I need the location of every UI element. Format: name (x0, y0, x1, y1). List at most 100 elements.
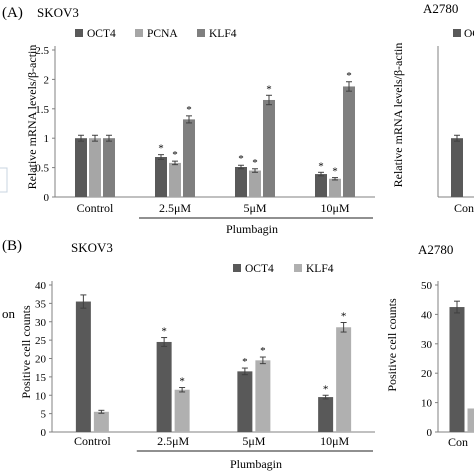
y-tick-label: 50 (421, 280, 433, 292)
y-axis-title: Positive cell counts (385, 298, 399, 392)
x-category-label: Control (77, 201, 114, 215)
x-category-label: Control (74, 434, 111, 448)
significance-star: * (323, 383, 329, 395)
y-tick-label: 0 (427, 427, 433, 439)
significance-star: * (242, 356, 248, 368)
x-category-label: 10μM (320, 201, 349, 215)
significance-star: * (260, 345, 266, 357)
x-category-label: 5μM (242, 434, 265, 448)
bar-oct4 (451, 138, 463, 197)
legend: OCT4 KLF4 (233, 263, 334, 275)
legend-swatch-pcna (135, 29, 143, 37)
significance-star: * (266, 83, 272, 95)
significance-star: * (172, 149, 178, 161)
bar-oct4 (237, 371, 253, 432)
legend-swatch-klf4 (294, 264, 302, 272)
panel-b-label: (B) (2, 238, 22, 254)
significance-star: * (341, 310, 347, 322)
y-axis-title: Relative mRNA levels/β-actin (391, 43, 405, 188)
legend-label-oct4: OCT4 (87, 28, 116, 40)
y-tick-label: 2.5 (35, 45, 49, 57)
y-tick-label: 10 (421, 398, 433, 410)
cell-line-label: A2780 (423, 1, 458, 16)
legend: OCT4 PCNA KLF4 (75, 28, 237, 40)
cell-line-label: SKOV3 (71, 240, 113, 255)
y-tick-label: 10 (35, 390, 47, 402)
bar-oct4 (75, 138, 87, 197)
y-tick-label: 25 (35, 335, 47, 347)
legend-label-klf4: KLF4 (306, 263, 334, 275)
y-tick-label: 2 (44, 74, 50, 86)
x-category-label: 10μM (320, 434, 349, 448)
category-label: Con (448, 435, 468, 449)
bar-pcna (169, 162, 181, 197)
significance-star: * (332, 166, 338, 178)
bar-oct4 (75, 301, 91, 432)
chart-b-skov3: SKOV3 Positive cell counts Plumbagin 0 5 1… (19, 240, 375, 471)
bar-oct4 (315, 174, 327, 197)
legend-swatch-oct4 (75, 29, 83, 37)
y-tick-label: 30 (421, 339, 433, 351)
bar-klf4 (263, 99, 275, 197)
bar-klf4 (343, 86, 355, 197)
y-tick-label: 35 (35, 298, 47, 310)
group-label: Plumbagin (226, 222, 278, 236)
clipped-left-text: on (2, 306, 16, 321)
y-tick-label: 20 (35, 354, 47, 366)
bar-pcna (329, 178, 341, 197)
y-tick-label: 20 (421, 368, 433, 380)
chart-a-a2780: A2780 Relative mRNA levels/β-actin OC Co… (391, 1, 474, 215)
legend-label-klf4: KLF4 (209, 28, 237, 40)
x-category-label: 2.5μM (159, 201, 191, 215)
y-tick-label: 5 (41, 409, 47, 421)
y-tick-label: 40 (421, 309, 433, 321)
y-axis-title: Relative mRNA levels/β-actin (25, 45, 39, 190)
bar-klf4 (93, 411, 109, 432)
bar-oct4 (318, 397, 334, 432)
bar-klf4 (174, 389, 190, 432)
y-tick-label: 0 (41, 427, 47, 439)
y-axis-title: Positive cell counts (19, 305, 33, 399)
legend-label-oct4: OCT4 (245, 263, 274, 275)
bar-klf4 (183, 119, 195, 197)
bar-oct4 (156, 341, 172, 432)
bar-klf4 (336, 327, 352, 432)
bar-klf4 (467, 408, 474, 432)
bar-pcna (89, 138, 101, 197)
bar-oct4 (235, 167, 247, 197)
significance-star: * (318, 160, 324, 172)
significance-star: * (252, 157, 258, 169)
chart-a-skov3: SKOV3 Relative mRNA levels/β-actin Plumb… (25, 5, 375, 236)
y-tick-label: 40 (35, 280, 47, 292)
legend-swatch-klf4 (197, 29, 205, 37)
legend-label-oct4: OC (464, 28, 474, 40)
y-tick-label: 1 (44, 133, 50, 145)
bar-klf4 (255, 360, 271, 432)
significance-star: * (158, 143, 164, 155)
y-tick-label: 15 (35, 372, 47, 384)
bar-klf4 (103, 138, 115, 197)
y-tick-label: 0.5 (35, 163, 49, 175)
clipped-left-box (0, 167, 8, 193)
y-tick-label: 0 (44, 192, 50, 204)
bar-oct4 (449, 307, 465, 432)
x-category-label: 2.5μM (157, 434, 189, 448)
chart-b-a2780: A2780 Positive cell counts Con 0 10 20 30 40… (385, 242, 474, 449)
legend-swatch-oct4 (453, 29, 461, 37)
significance-star: * (186, 104, 192, 116)
bar-pcna (249, 170, 261, 197)
group-label: Plumbagin (230, 457, 282, 471)
significance-star: * (179, 376, 185, 388)
significance-star: * (161, 326, 167, 338)
category-label: Cont (454, 201, 474, 215)
y-tick-label: 1.5 (35, 104, 49, 116)
significance-star: * (238, 153, 244, 165)
y-tick-label: 30 (35, 317, 47, 329)
legend-label-pcna: PCNA (147, 28, 178, 40)
x-category-label: 5μM (243, 201, 266, 215)
significance-star: * (346, 70, 352, 82)
legend-swatch-oct4 (233, 264, 241, 272)
panel-a-label: (A) (2, 5, 23, 21)
bar-oct4 (155, 157, 167, 197)
